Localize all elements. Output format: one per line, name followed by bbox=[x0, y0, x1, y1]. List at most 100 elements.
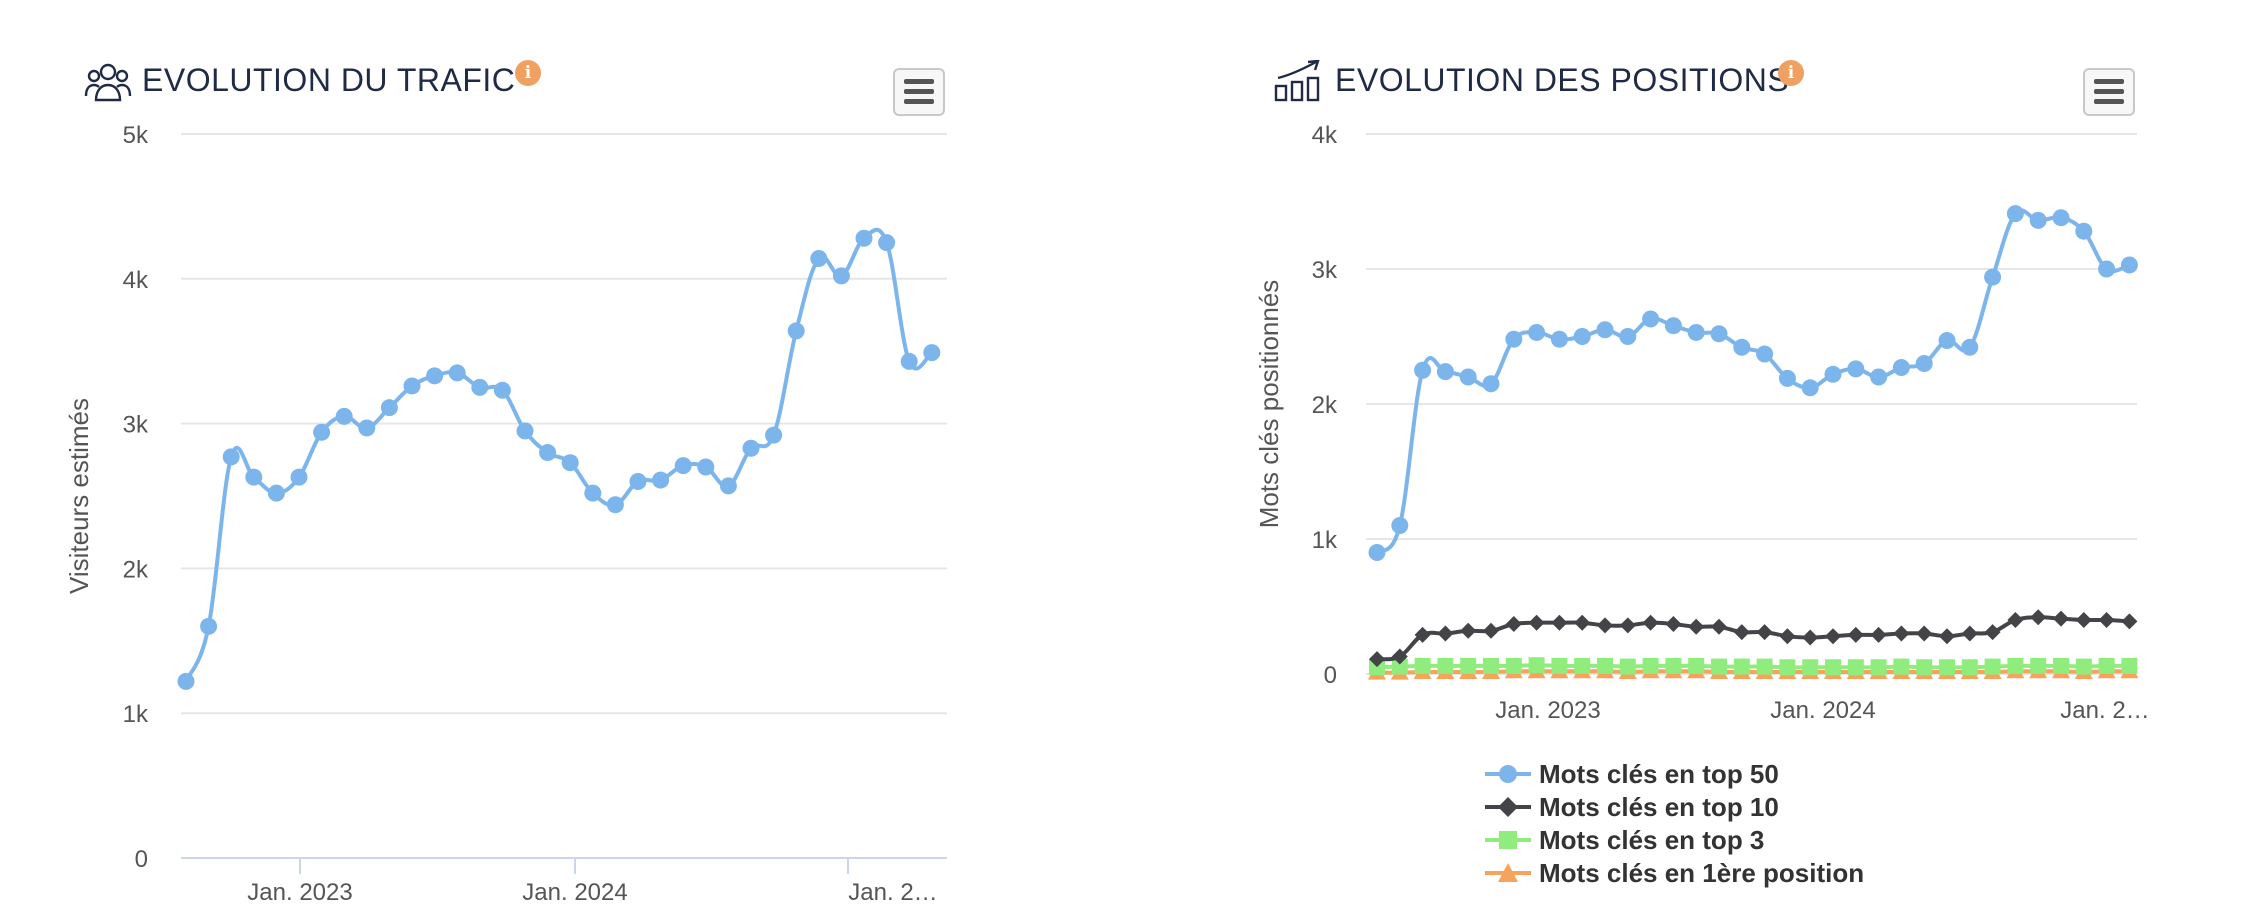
data-point[interactable] bbox=[1802, 629, 1819, 646]
data-point[interactable] bbox=[1847, 626, 1864, 643]
data-point[interactable] bbox=[1619, 617, 1636, 634]
data-point[interactable] bbox=[1733, 624, 1750, 641]
data-point[interactable] bbox=[471, 378, 489, 396]
data-point[interactable] bbox=[1528, 323, 1546, 341]
data-point[interactable] bbox=[1665, 616, 1682, 633]
data-point[interactable] bbox=[1414, 626, 1431, 643]
data-point[interactable] bbox=[629, 473, 647, 491]
data-point[interactable] bbox=[2075, 612, 2092, 628]
data-point[interactable] bbox=[1779, 659, 1796, 676]
data-point[interactable] bbox=[313, 423, 331, 441]
data-point[interactable] bbox=[493, 381, 511, 399]
data-point[interactable] bbox=[1550, 330, 1568, 348]
data-point[interactable] bbox=[2007, 612, 2024, 628]
data-point[interactable] bbox=[719, 477, 737, 495]
data-point[interactable] bbox=[335, 407, 353, 425]
data-point[interactable] bbox=[200, 617, 218, 635]
series-line[interactable] bbox=[1376, 663, 2130, 670]
data-point[interactable] bbox=[380, 399, 398, 417]
data-point[interactable] bbox=[1824, 365, 1842, 383]
legend-item-top3[interactable]: Mots clés en top 3 bbox=[1483, 824, 1864, 857]
data-point[interactable] bbox=[742, 439, 760, 457]
data-point[interactable] bbox=[1756, 624, 1773, 641]
data-point[interactable] bbox=[787, 322, 805, 340]
data-point[interactable] bbox=[1642, 310, 1660, 328]
data-point[interactable] bbox=[1482, 375, 1500, 393]
data-point[interactable] bbox=[1870, 368, 1888, 386]
data-point[interactable] bbox=[2030, 657, 2047, 674]
data-point[interactable] bbox=[267, 484, 285, 502]
data-point[interactable] bbox=[1801, 379, 1819, 397]
data-point[interactable] bbox=[855, 229, 873, 247]
data-point[interactable] bbox=[1391, 517, 1409, 534]
series-line[interactable] bbox=[1376, 669, 2130, 675]
data-point[interactable] bbox=[1984, 624, 2001, 641]
data-point[interactable] bbox=[1369, 659, 1385, 676]
data-point[interactable] bbox=[1642, 614, 1659, 631]
data-point[interactable] bbox=[1688, 618, 1705, 635]
data-point[interactable] bbox=[1984, 268, 2002, 286]
data-point[interactable] bbox=[674, 457, 692, 475]
data-point[interactable] bbox=[2075, 222, 2093, 240]
data-point[interactable] bbox=[1460, 657, 1477, 674]
data-point[interactable] bbox=[1596, 321, 1614, 339]
data-point[interactable] bbox=[1870, 626, 1887, 643]
data-point[interactable] bbox=[584, 484, 602, 502]
data-point[interactable] bbox=[1483, 622, 1499, 639]
data-point[interactable] bbox=[1460, 622, 1477, 639]
data-point[interactable] bbox=[1711, 618, 1727, 635]
data-point[interactable] bbox=[2006, 205, 2024, 223]
data-point[interactable] bbox=[1369, 651, 1385, 668]
data-point[interactable] bbox=[1664, 317, 1682, 335]
data-point[interactable] bbox=[177, 672, 195, 690]
data-point[interactable] bbox=[1687, 323, 1705, 341]
data-point[interactable] bbox=[1893, 625, 1910, 642]
data-point[interactable] bbox=[1642, 657, 1659, 674]
data-point[interactable] bbox=[1802, 659, 1819, 676]
data-point[interactable] bbox=[1551, 657, 1568, 674]
data-point[interactable] bbox=[2030, 609, 2047, 626]
data-point[interactable] bbox=[1939, 628, 1955, 645]
data-point[interactable] bbox=[290, 468, 308, 486]
data-point[interactable] bbox=[1665, 657, 1682, 674]
data-point[interactable] bbox=[516, 422, 534, 440]
data-point[interactable] bbox=[403, 377, 421, 395]
data-point[interactable] bbox=[2007, 657, 2024, 674]
data-point[interactable] bbox=[2029, 211, 2047, 229]
data-point[interactable] bbox=[1483, 657, 1499, 674]
data-point[interactable] bbox=[1597, 617, 1613, 634]
data-point[interactable] bbox=[606, 496, 624, 514]
data-point[interactable] bbox=[561, 454, 579, 472]
data-point[interactable] bbox=[1847, 360, 1865, 378]
data-point[interactable] bbox=[1892, 359, 1910, 377]
data-point[interactable] bbox=[1961, 659, 1978, 676]
data-point[interactable] bbox=[1619, 658, 1636, 675]
data-point[interactable] bbox=[1688, 657, 1705, 674]
data-point[interactable] bbox=[2075, 658, 2092, 675]
data-point[interactable] bbox=[2052, 209, 2070, 227]
data-point[interactable] bbox=[1574, 657, 1591, 674]
chart-menu-button[interactable] bbox=[893, 68, 945, 116]
data-point[interactable] bbox=[1847, 659, 1864, 676]
data-point[interactable] bbox=[1938, 332, 1956, 350]
info-icon[interactable]: i bbox=[1778, 60, 1804, 86]
data-point[interactable] bbox=[765, 426, 783, 444]
data-point[interactable] bbox=[2121, 657, 2138, 674]
data-point[interactable] bbox=[1528, 657, 1545, 674]
data-point[interactable] bbox=[1505, 657, 1522, 674]
data-point[interactable] bbox=[1619, 328, 1637, 345]
data-point[interactable] bbox=[810, 250, 828, 268]
series-line[interactable] bbox=[184, 227, 934, 683]
data-point[interactable] bbox=[1733, 338, 1751, 356]
data-point[interactable] bbox=[1825, 628, 1841, 645]
data-point[interactable] bbox=[2053, 657, 2069, 674]
data-point[interactable] bbox=[1436, 363, 1454, 381]
data-point[interactable] bbox=[1414, 361, 1432, 379]
data-point[interactable] bbox=[2120, 256, 2138, 274]
data-point[interactable] bbox=[1710, 325, 1728, 343]
chart-menu-button[interactable] bbox=[2083, 68, 2135, 116]
data-point[interactable] bbox=[1779, 628, 1796, 645]
data-point[interactable] bbox=[539, 444, 557, 462]
data-point[interactable] bbox=[878, 234, 896, 252]
data-point[interactable] bbox=[900, 352, 918, 370]
